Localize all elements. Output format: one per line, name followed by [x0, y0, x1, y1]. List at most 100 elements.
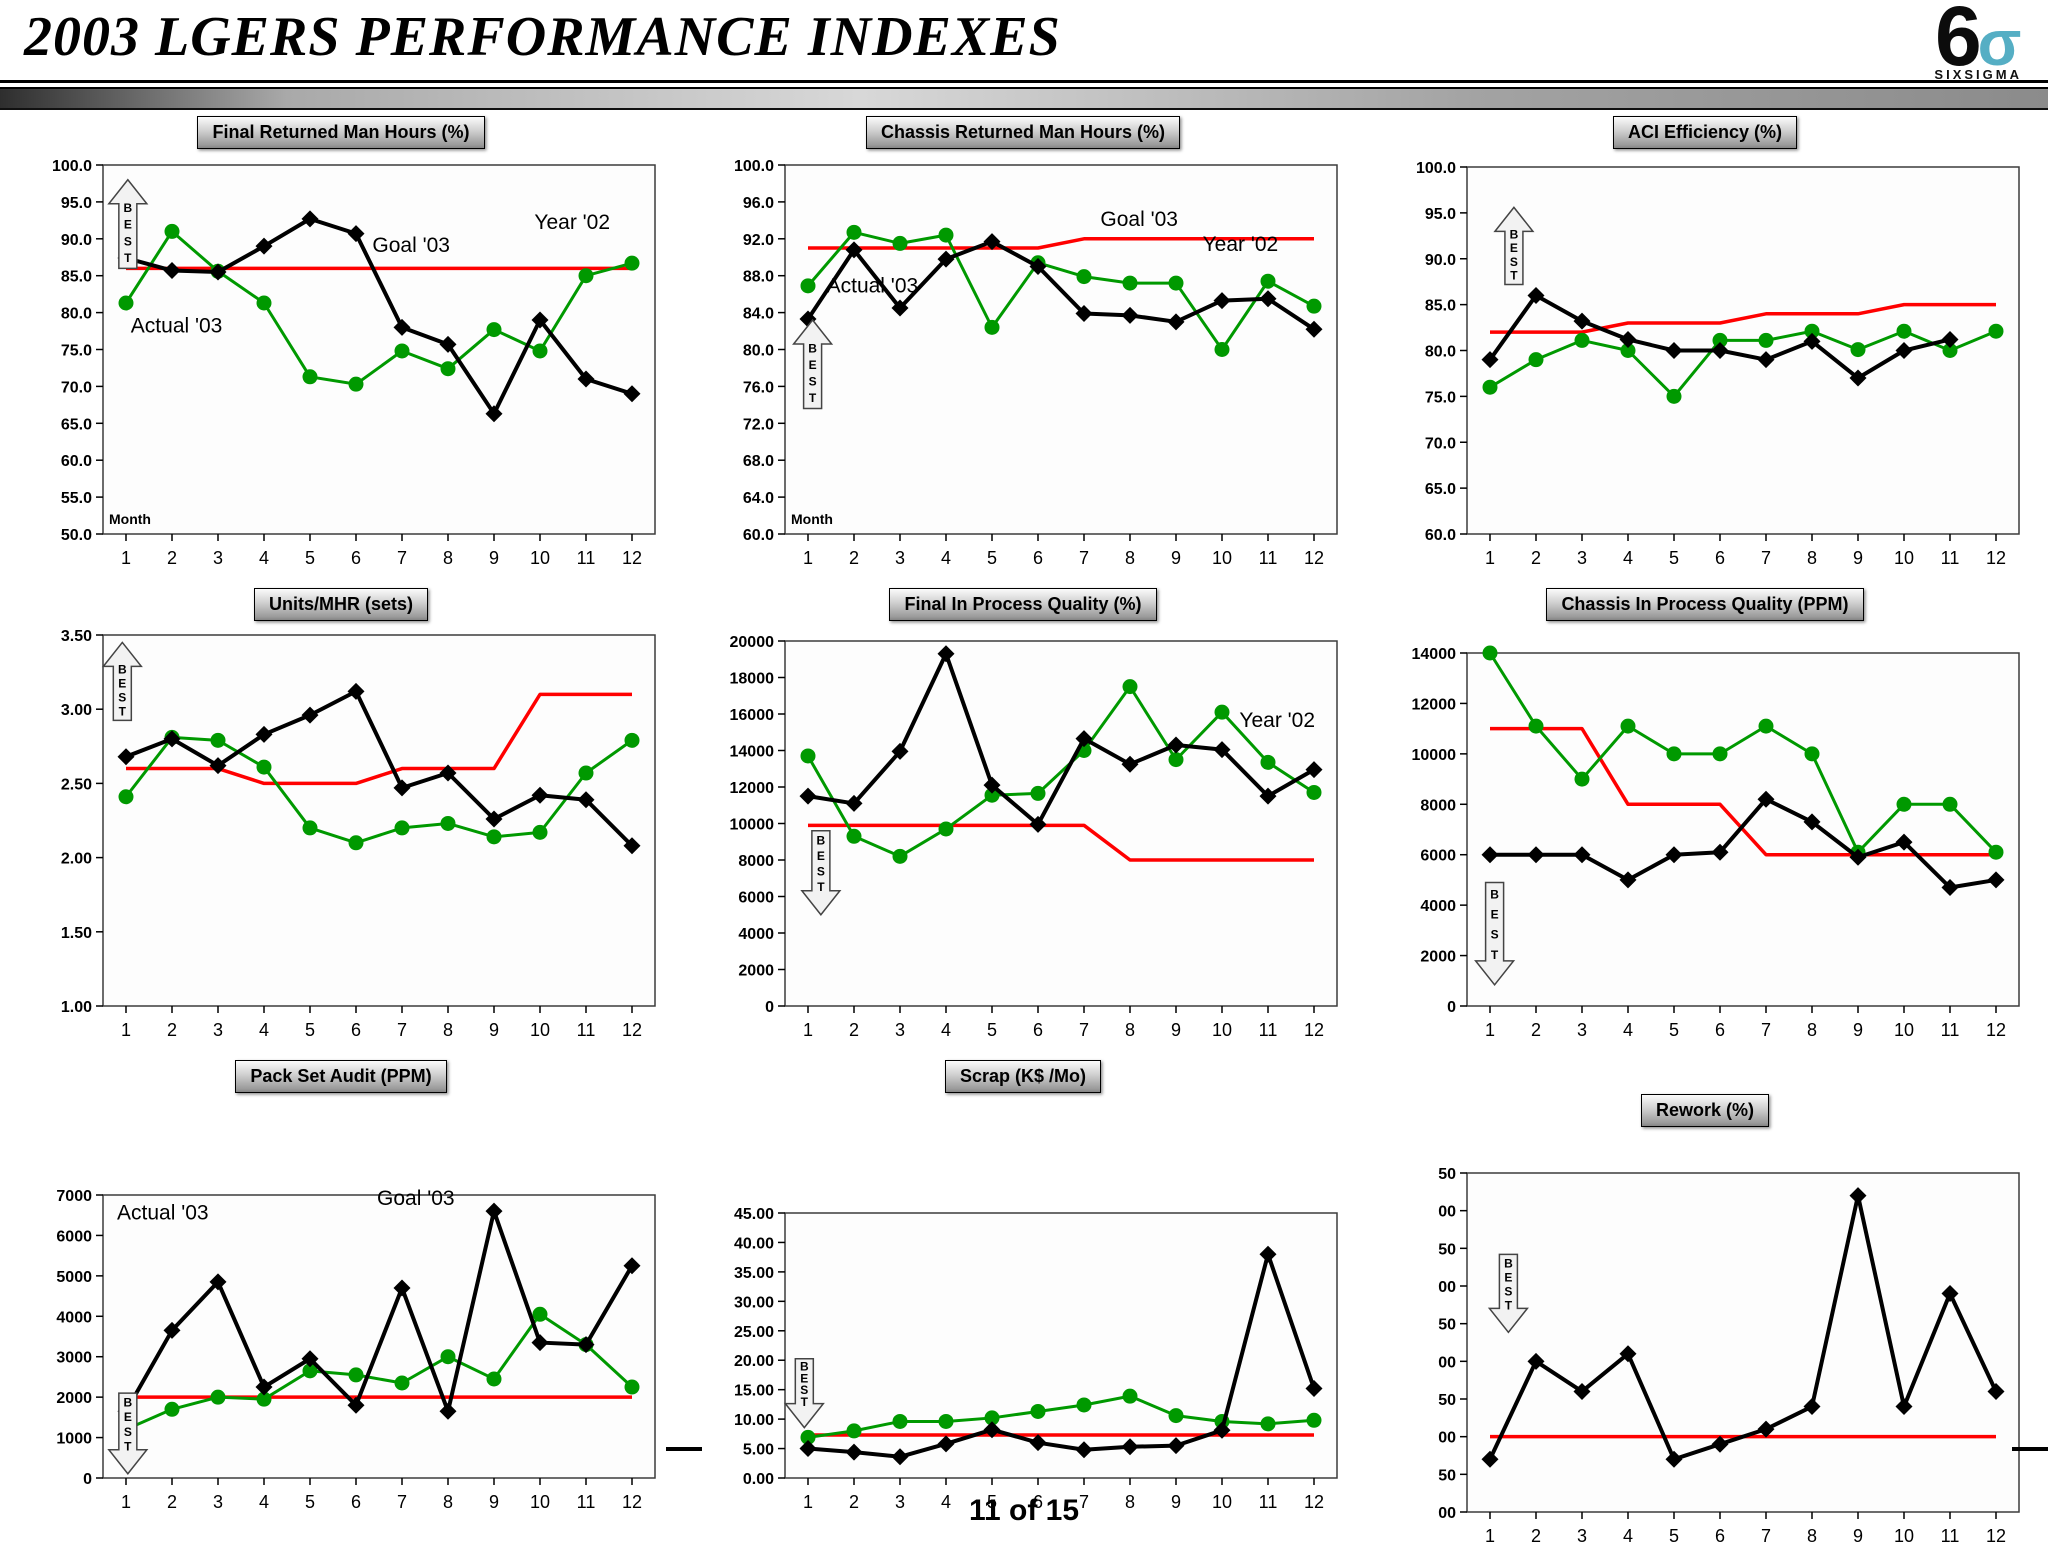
svg-text:5: 5: [1669, 1020, 1679, 1040]
chart-title-box: Chassis Returned Man Hours (%): [865, 116, 1181, 149]
svg-text:7: 7: [1761, 1020, 1771, 1040]
svg-text:Month: Month: [109, 511, 151, 527]
chart-scrap: Scrap (K$ /Mo) 45.00 40.00 35.00 30.00 25.00…: [682, 1056, 1364, 1528]
svg-text:00: 00: [1438, 1279, 1456, 1296]
svg-text:E: E: [1491, 908, 1499, 922]
svg-text:95.0: 95.0: [61, 195, 92, 212]
svg-text:T: T: [124, 1439, 132, 1453]
svg-text:50: 50: [1438, 1317, 1456, 1334]
svg-text:11: 11: [1259, 1020, 1278, 1040]
svg-text:Actual '03: Actual '03: [117, 1201, 209, 1224]
svg-text:70.0: 70.0: [61, 379, 92, 396]
title-underline: [0, 80, 2048, 83]
svg-text:96.0: 96.0: [743, 195, 774, 212]
svg-text:6: 6: [351, 1020, 361, 1040]
svg-text:12: 12: [1986, 1526, 2006, 1546]
svg-text:2.00: 2.00: [61, 851, 92, 868]
svg-text:100.0: 100.0: [1416, 160, 1456, 177]
svg-text:3: 3: [895, 548, 905, 568]
svg-text:00: 00: [1438, 1430, 1456, 1447]
svg-text:11: 11: [1259, 1492, 1278, 1512]
svg-text:11: 11: [577, 1492, 596, 1512]
svg-text:10000: 10000: [730, 817, 775, 834]
svg-text:90.0: 90.0: [1425, 252, 1456, 269]
svg-text:45.00: 45.00: [734, 1206, 774, 1223]
svg-text:3: 3: [1577, 1526, 1587, 1546]
svg-text:76.0: 76.0: [743, 379, 774, 396]
svg-text:6: 6: [1033, 1020, 1043, 1040]
svg-text:1: 1: [121, 1020, 131, 1040]
svg-text:10: 10: [1894, 548, 1914, 568]
svg-text:3.00: 3.00: [61, 702, 92, 719]
svg-text:9: 9: [489, 548, 499, 568]
stray-line-mark: [666, 1447, 702, 1451]
svg-text:18000: 18000: [730, 671, 775, 688]
chart-title: Pack Set Audit (PPM): [250, 1066, 432, 1086]
svg-text:1.00: 1.00: [61, 999, 92, 1016]
sigma-icon: σ: [1977, 7, 2022, 79]
page-number: 11 of 15: [968, 1494, 1080, 1527]
chart-title-box: Scrap (K$ /Mo): [944, 1060, 1102, 1093]
svg-text:10: 10: [1212, 1492, 1232, 1512]
svg-text:B: B: [118, 662, 127, 676]
svg-text:S: S: [817, 865, 825, 879]
svg-text:12: 12: [1986, 548, 2006, 568]
svg-text:4: 4: [259, 548, 269, 568]
svg-text:8000: 8000: [1420, 797, 1456, 814]
svg-text:10.00: 10.00: [734, 1412, 774, 1429]
svg-text:B: B: [808, 341, 817, 355]
svg-text:6000: 6000: [738, 890, 774, 907]
svg-text:10: 10: [1894, 1020, 1914, 1040]
svg-text:Goal '03: Goal '03: [372, 234, 450, 257]
svg-text:14000: 14000: [730, 744, 775, 761]
svg-text:5: 5: [305, 1020, 315, 1040]
chart-title: Final Returned Man Hours (%): [212, 122, 470, 142]
svg-text:3: 3: [1577, 1020, 1587, 1040]
svg-text:00: 00: [1438, 1204, 1456, 1221]
svg-text:9: 9: [1171, 1492, 1181, 1512]
svg-text:9: 9: [489, 1492, 499, 1512]
chart-title: Chassis Returned Man Hours (%): [880, 122, 1166, 142]
scrap-plot: 45.0040.0035.0030.0025.0020.0015.0010.00…: [734, 1206, 1338, 1512]
svg-text:12: 12: [1304, 1020, 1324, 1040]
svg-text:1: 1: [803, 1020, 813, 1040]
svg-text:S: S: [800, 1383, 808, 1397]
svg-text:10: 10: [1212, 1020, 1232, 1040]
svg-text:6: 6: [1033, 1492, 1043, 1512]
svg-text:7: 7: [1761, 1526, 1771, 1546]
svg-text:60.0: 60.0: [1425, 527, 1456, 544]
svg-text:50: 50: [1438, 1241, 1456, 1258]
svg-text:8000: 8000: [738, 853, 774, 870]
svg-text:11: 11: [1941, 548, 1960, 568]
svg-text:5: 5: [305, 1492, 315, 1512]
svg-text:9: 9: [1171, 548, 1181, 568]
chart-final-returned-man-hours: Final Returned Man Hours (%) 100.0 95.0 90…: [0, 112, 682, 584]
svg-text:0: 0: [1447, 999, 1456, 1016]
svg-text:12: 12: [622, 1020, 642, 1040]
chart-title-box: Final Returned Man Hours (%): [197, 116, 485, 149]
svg-text:1: 1: [1485, 1526, 1495, 1546]
svg-text:00: 00: [1438, 1354, 1456, 1371]
svg-text:8: 8: [1807, 548, 1817, 568]
svg-text:4000: 4000: [1420, 898, 1456, 915]
svg-text:100.0: 100.0: [52, 158, 92, 175]
svg-text:7: 7: [1079, 548, 1089, 568]
svg-text:4000: 4000: [738, 926, 774, 943]
svg-text:B: B: [1504, 1256, 1513, 1270]
svg-text:95.0: 95.0: [1425, 206, 1456, 223]
chart-title-box: Chassis In Process Quality (PPM): [1546, 588, 1864, 621]
chart-chassis-returned-man-hours: Chassis Returned Man Hours (%) 100.0 96.0…: [682, 112, 1364, 584]
chart-pack-set-audit: Pack Set Audit (PPM) 7000 6000 5000 4000 300…: [0, 1056, 682, 1528]
svg-text:2: 2: [849, 1492, 859, 1512]
svg-text:T: T: [124, 251, 132, 265]
svg-text:7: 7: [1761, 548, 1771, 568]
svg-text:12: 12: [622, 548, 642, 568]
title-gradient-bar: [0, 87, 2048, 110]
final-in-process-quality-plot: 2000018000160001400012000100008000600040…: [730, 634, 1338, 1040]
chart-final-in-process-quality: Final In Process Quality (%) 20000 18000 1…: [682, 584, 1364, 1056]
svg-text:4000: 4000: [56, 1309, 92, 1326]
svg-text:Goal '03: Goal '03: [1100, 208, 1178, 231]
svg-text:6000: 6000: [56, 1228, 92, 1245]
